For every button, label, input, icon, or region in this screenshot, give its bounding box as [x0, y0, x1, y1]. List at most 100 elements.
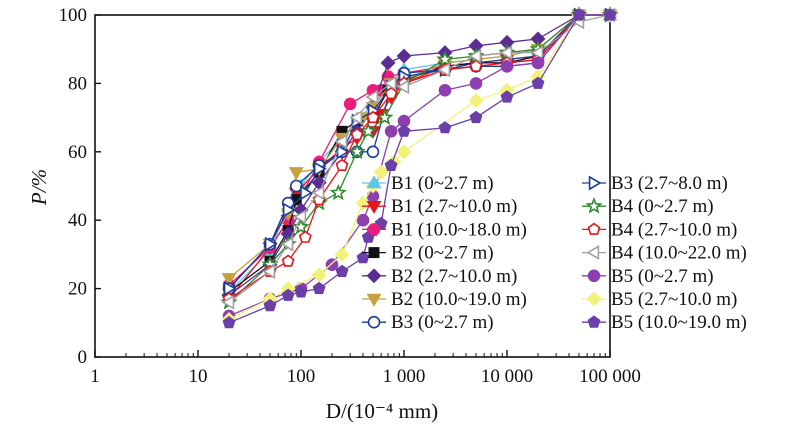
data-point [603, 8, 617, 21]
legend-label: B2 (10.0~19.0 m) [391, 289, 527, 310]
legend-label: B5 (0~2.7 m) [611, 266, 714, 287]
legend-marker [587, 269, 601, 283]
data-point [373, 164, 389, 180]
data-point [300, 185, 313, 201]
data-point [292, 218, 310, 235]
legend-marker [366, 175, 382, 189]
legend-item: B2 (2.7~10.0 m) [362, 266, 517, 287]
data-point [397, 124, 411, 137]
legend-marker [586, 291, 602, 307]
legend-label: B5 (10.0~19.0 m) [611, 312, 747, 333]
data-point [334, 134, 348, 149]
legend-marker [585, 197, 603, 214]
legend-marker [368, 247, 380, 259]
x-tick-label: 100 000 [579, 366, 641, 387]
legend-marker [366, 268, 382, 284]
data-point [468, 93, 484, 108]
data-point [223, 281, 237, 297]
legend: B1 (0~2.7 m)B1 (2.7~10.0 m)B1 (10.0~18.0… [362, 173, 747, 333]
data-point [262, 264, 276, 279]
legend-item: B5 (0~2.7 m) [582, 266, 714, 287]
data-point [531, 76, 545, 89]
data-point [335, 158, 349, 171]
series-line [228, 14, 610, 300]
data-point [366, 110, 380, 124]
y-tick-label: 100 [59, 5, 88, 26]
data-point [312, 281, 326, 295]
data-point [356, 213, 370, 227]
data-point [334, 246, 350, 262]
data-point [469, 110, 483, 124]
data-point [384, 86, 398, 100]
legend-label: B3 (2.7~8.0 m) [611, 173, 728, 194]
x-tick-label: 10 [189, 366, 208, 387]
data-point [530, 45, 544, 61]
data-point [288, 167, 304, 181]
data-point [264, 236, 278, 252]
legend-marker [586, 245, 600, 260]
legend-item: B4 (10.0~22.0 m) [582, 243, 747, 264]
data-point [325, 258, 339, 271]
axes: 0 20 40 60 80 100 1 10 100 1 000 10 000 100 000 [59, 5, 641, 387]
data-point [294, 285, 308, 298]
data-point [343, 97, 357, 111]
data-point [438, 83, 452, 97]
series-line [228, 14, 610, 290]
x-tick-label: 100 [287, 366, 316, 387]
data-point [293, 209, 307, 225]
legend-item: B1 (0~2.7 m) [362, 173, 494, 194]
data-point [437, 62, 451, 78]
data-point [311, 185, 325, 201]
plot-frame [94, 14, 611, 358]
data-point [313, 161, 327, 177]
data-point [359, 122, 377, 139]
data-point [348, 142, 366, 160]
legend-marker [367, 223, 381, 236]
series-line [228, 14, 611, 303]
data-point [222, 316, 236, 329]
data-point [384, 124, 398, 138]
series-line [228, 14, 610, 293]
data-point [221, 273, 237, 287]
data-point [469, 59, 483, 72]
series-line [228, 14, 610, 303]
data-point [263, 298, 277, 312]
legend-item: B2 (0~2.7 m) [362, 243, 494, 264]
data-point [396, 79, 410, 95]
data-point [384, 158, 398, 171]
y-tick-label: 0 [78, 347, 88, 368]
data-point [350, 127, 364, 141]
data-point [500, 60, 514, 73]
legend-item: B2 (10.0~19.0 m) [362, 289, 527, 310]
data-point [280, 236, 294, 252]
legend-label: B2 (2.7~10.0 m) [391, 266, 517, 287]
legend-marker [588, 175, 602, 191]
y-axis-title: P/% [27, 169, 51, 206]
data-point [365, 89, 379, 105]
data-point [396, 144, 412, 160]
data-point [356, 251, 370, 264]
legend-marker [587, 222, 601, 235]
data-point [436, 50, 454, 67]
data-point [289, 179, 303, 193]
data-point [282, 202, 296, 218]
legend-item: B5 (10.0~19.0 m) [582, 312, 747, 333]
y-tick-label: 40 [68, 210, 87, 231]
legend-marker [367, 315, 381, 329]
legend-label: B1 (2.7~10.0 m) [391, 196, 517, 217]
data-point [380, 55, 396, 71]
legend-marker [587, 315, 601, 328]
legend-label: B1 (0~2.7 m) [391, 173, 494, 194]
y-tick-label: 60 [68, 142, 87, 163]
x-axis-title: D/(10⁻⁴ mm) [326, 399, 438, 423]
legend-label: B1 (10.0~18.0 m) [391, 219, 527, 240]
data-point [281, 288, 295, 301]
data-point [311, 267, 327, 283]
data-point [281, 254, 295, 267]
legend-label: B2 (0~2.7 m) [391, 243, 494, 264]
legend-item: B4 (0~2.7 m) [582, 196, 714, 217]
legend-marker [366, 293, 382, 307]
legend-label: B3 (0~2.7 m) [391, 312, 494, 333]
x-tick-label: 10 000 [481, 366, 533, 387]
